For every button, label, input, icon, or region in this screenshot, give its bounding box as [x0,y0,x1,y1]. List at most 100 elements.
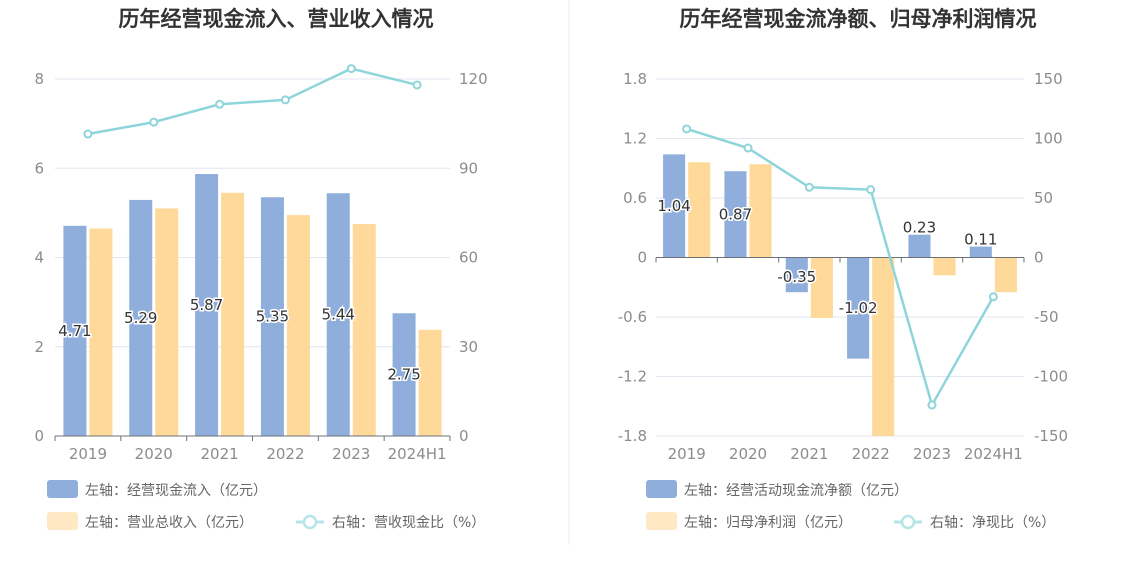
bar-secondary [749,164,772,258]
category-label: 2021 [200,445,238,463]
bar-data-label: 5.44 [322,306,355,324]
right-axis-tick-label: -50 [1034,308,1059,326]
line-point [215,99,225,109]
bar-primary [129,199,153,436]
category-label: 2019 [668,445,706,463]
left-axis-tick-label: 0.6 [623,189,647,207]
left-axis-tick-label: 8 [34,70,44,88]
chart-2: 历年经营现金流净额、归母净利润情况 -1.8 -1.2 -0.6 0 0.6 1.2 1.8 -… [618,7,1068,531]
left-axis-tick-label: 6 [34,159,44,177]
bar-primary [724,171,747,258]
bar-secondary [352,224,376,436]
legend-label[interactable]: 左轴：归母净利润（亿元） [684,514,852,531]
right-axis-tick-label: 150 [1034,70,1063,88]
bar-primary [63,225,87,436]
bar-secondary [418,329,442,436]
category-label: 2022 [266,445,304,463]
bar-primary [195,174,219,436]
left-axis-tick-label: -1.8 [618,427,647,445]
left-axis-tick-label: 1.8 [623,70,647,88]
line-point [280,95,290,105]
bar-secondary [872,257,895,436]
legend-label[interactable]: 右轴：营收现金比（%） [332,515,485,531]
right-axis-tick-label: -100 [1034,368,1068,386]
bar-primary [392,313,416,436]
bar-data-label: 0.11 [964,231,997,249]
bar-data-label: 4.71 [58,322,91,340]
bar-secondary [286,215,310,436]
bar-data-label: 5.29 [124,309,157,327]
bar-secondary [933,257,956,276]
right-axis-tick-label: 0 [1034,249,1044,267]
line-point [866,185,876,195]
category-label: 2024H1 [388,445,447,463]
legend-swatch-line-marker [900,514,916,530]
bar-primary [847,257,870,359]
bar-data-label: -0.35 [777,268,816,286]
line-point [83,129,93,139]
line-point [804,182,814,192]
legend: 左轴：经营活动现金流净额（亿元） 左轴：归母净利润（亿元） 右轴：净现比（%） [646,480,1055,531]
legend-label[interactable]: 右轴：净现比（%） [930,515,1055,531]
legend-swatch-bar-primary[interactable] [47,480,78,498]
line-point [988,292,998,302]
bar-data-label: 0.87 [719,205,752,223]
legend-label[interactable]: 左轴：经营活动现金流净额（亿元） [684,483,908,499]
legend-label[interactable]: 左轴：营业总收入（亿元） [85,515,253,531]
category-label: 2024H1 [964,445,1023,463]
legend-swatch-bar-secondary[interactable] [47,512,78,530]
bar-secondary [89,228,113,436]
right-axis-tick-label: 100 [1034,130,1063,148]
right-axis-tick-label: 0 [459,427,469,445]
left-axis-tick-label: 4 [34,249,44,267]
right-axis-tick-label: 50 [1034,189,1053,207]
right-axis-tick-label: 60 [459,249,478,267]
bar-data-label: 0.23 [903,219,936,237]
bar-primary [260,197,284,436]
bar-data-label: 5.87 [190,296,223,314]
bar-primary [326,193,350,436]
left-axis-tick-label: 1.2 [623,130,647,148]
bar-primary [663,154,686,258]
line-point [412,80,422,90]
bar-secondary [155,208,179,436]
chart-title: 历年经营现金流入、营业收入情况 [119,7,434,31]
bar-secondary [688,162,711,258]
bar-primary [785,257,808,293]
legend-label[interactable]: 左轴：经营现金流入（亿元） [85,483,267,499]
legend-swatch-bar-primary[interactable] [646,480,677,498]
line-point [346,64,356,74]
legend-swatch-line-marker [302,514,318,530]
line-point [743,143,753,153]
bar-primary [908,234,931,258]
bar-data-label: 2.75 [387,366,420,384]
left-axis-tick-label: -1.2 [618,368,647,386]
bar-primary [969,246,992,258]
legend-swatch-bar-secondary[interactable] [646,512,677,530]
bar-secondary [994,257,1017,293]
category-label: 2020 [135,445,173,463]
left-axis-tick-label: 0 [637,249,647,267]
bar-secondary [221,192,245,436]
category-label: 2021 [790,445,828,463]
right-axis-tick-label: 120 [459,70,488,88]
left-axis-tick-label: 2 [34,338,44,356]
bar-data-label: 5.35 [256,308,289,326]
ratio-line [686,127,995,409]
category-label: 2020 [729,445,767,463]
right-axis-tick-label: 90 [459,159,478,177]
line-point [927,400,937,410]
bar-secondary [810,257,833,318]
bar-data-label: -1.02 [839,299,878,317]
right-axis-tick-label: -150 [1034,427,1068,445]
bar-data-label: 1.04 [657,197,690,215]
category-label: 2022 [852,445,890,463]
category-label: 2019 [69,445,107,463]
legend: 左轴：经营现金流入（亿元） 左轴：营业总收入（亿元） 右轴：营收现金比（%） [47,480,485,531]
ratio-line [87,67,418,136]
line-point [682,124,692,134]
category-label: 2023 [332,445,370,463]
left-axis-tick-label: 0 [34,427,44,445]
